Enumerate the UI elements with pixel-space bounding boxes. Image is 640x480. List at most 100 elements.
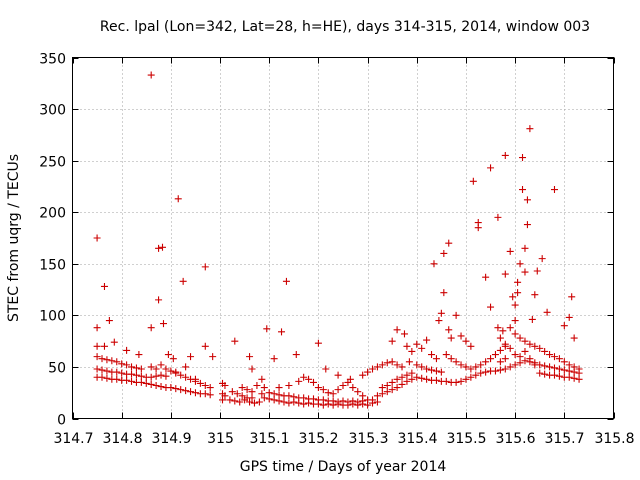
data-point [487, 164, 495, 172]
y-tick-label: 0 [57, 413, 66, 429]
data-point [541, 347, 549, 355]
data-point [496, 334, 504, 342]
y-tick-label: 300 [39, 103, 66, 119]
data-point [226, 396, 234, 404]
data-point [322, 365, 330, 373]
data-point [457, 377, 465, 385]
data-point [521, 347, 529, 355]
data-point [246, 398, 254, 406]
data-point [413, 340, 421, 348]
data-point [248, 388, 256, 396]
x-tick-label: 315.7 [544, 431, 584, 447]
data-point [258, 375, 266, 383]
x-tick-label: 315.1 [249, 431, 289, 447]
data-point [349, 397, 357, 405]
data-point [550, 371, 558, 379]
data-point [309, 395, 317, 403]
data-point [531, 342, 539, 350]
data-point [482, 368, 490, 376]
data-point [152, 381, 160, 389]
data-point [528, 315, 536, 323]
data-point [270, 355, 278, 363]
data-point [162, 372, 170, 380]
data-point [462, 363, 470, 371]
data-point [100, 282, 108, 290]
data-point [403, 371, 411, 379]
data-point [135, 351, 143, 359]
data-point [565, 313, 573, 321]
data-point [231, 397, 239, 405]
data-point [543, 308, 551, 316]
data-point [570, 368, 578, 376]
data-point [98, 366, 106, 374]
data-point [177, 371, 185, 379]
data-point [383, 359, 391, 367]
data-point [565, 367, 573, 375]
data-point [447, 334, 455, 342]
data-point [511, 330, 519, 338]
data-point [110, 338, 118, 346]
x-tick-label: 315.5 [446, 431, 486, 447]
data-point [428, 351, 436, 359]
data-point [440, 289, 448, 297]
data-point [423, 375, 431, 383]
data-point [457, 332, 465, 340]
data-point [179, 277, 187, 285]
data-point [536, 369, 544, 377]
data-point [445, 326, 453, 334]
data-point [514, 278, 522, 286]
data-point [447, 355, 455, 363]
data-point [445, 239, 453, 247]
data-point [265, 395, 273, 403]
data-point [442, 351, 450, 359]
data-point [346, 375, 354, 383]
data-point [423, 336, 431, 344]
data-point [137, 372, 145, 380]
data-point [123, 376, 131, 384]
data-point [388, 358, 396, 366]
data-point [428, 366, 436, 374]
x-axis-label: GPS time / Days of year 2014 [240, 459, 447, 475]
data-point [349, 384, 357, 392]
data-point [292, 351, 300, 359]
data-point [137, 365, 145, 373]
data-point [275, 391, 283, 399]
data-point [228, 388, 236, 396]
data-point [359, 371, 367, 379]
data-point [113, 358, 121, 366]
data-point [147, 363, 155, 371]
data-point [93, 353, 101, 361]
data-point [570, 374, 578, 382]
data-point [354, 398, 362, 406]
data-point [275, 384, 283, 392]
data-point [201, 390, 209, 398]
data-point [378, 384, 386, 392]
axis-ticks: 314.7 314.8 314.9 315 315.1 315.2 315.3 315.4 31… [39, 52, 634, 448]
data-point [187, 388, 195, 396]
data-point [295, 377, 303, 385]
data-point [467, 342, 475, 350]
data-point [408, 369, 416, 377]
data-point [373, 392, 381, 400]
data-point [565, 361, 573, 369]
data-point [452, 378, 460, 386]
data-point [221, 392, 229, 400]
data-point [511, 361, 519, 369]
data-point [246, 353, 254, 361]
data-point [221, 381, 229, 389]
data-point [128, 363, 136, 371]
data-point [560, 366, 568, 374]
data-point [472, 371, 480, 379]
chart-title: Rec. lpal (Lon=342, Lat=28, h=HE), days … [100, 19, 590, 35]
data-point [162, 365, 170, 373]
data-point [452, 358, 460, 366]
data-point [519, 186, 527, 194]
data-point [435, 317, 443, 325]
data-point [233, 390, 241, 398]
data-point [147, 71, 155, 79]
data-point [255, 398, 263, 406]
data-point [103, 356, 111, 364]
data-point [538, 255, 546, 263]
data-point [496, 346, 504, 354]
data-point [164, 351, 172, 359]
